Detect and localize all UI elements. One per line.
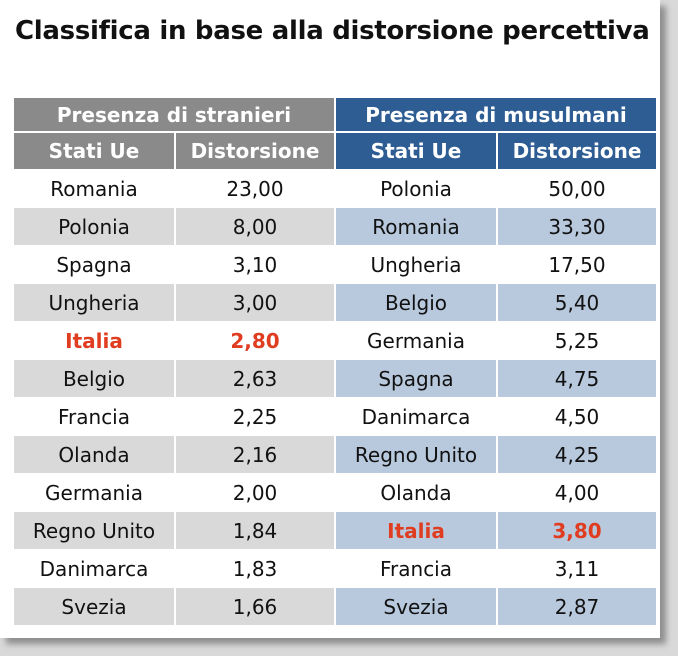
stranieri-country-cell: Danimarca <box>14 550 174 588</box>
column-header-distorsione-musulmani: Distorsione <box>498 133 656 170</box>
column-header-stati-stranieri: Stati Ue <box>14 133 174 170</box>
musulmani-country-cell: Romania <box>336 208 496 246</box>
musulmani-country-cell: Danimarca <box>336 398 496 436</box>
musulmani-distortion-cell: 4,00 <box>498 474 656 512</box>
stranieri-country-cell: Francia <box>14 398 174 436</box>
stranieri-country-cell: Regno Unito <box>14 512 174 550</box>
stranieri-distortion-cell: 1,66 <box>176 588 334 626</box>
musulmani-country-cell: Germania <box>336 322 496 360</box>
stranieri-distortion-cell: 3,10 <box>176 246 334 284</box>
musulmani-distortion-cell: 33,30 <box>498 208 656 246</box>
stranieri-distortion-cell: 8,00 <box>176 208 334 246</box>
musulmani-country-cell: Italia <box>336 512 496 550</box>
stranieri-distortion-cell: 1,84 <box>176 512 334 550</box>
musulmani-country-cell: Polonia <box>336 170 496 208</box>
stranieri-country-cell: Svezia <box>14 588 174 626</box>
group-header-musulmani: Presenza di musulmani <box>336 98 656 133</box>
stranieri-country-cell: Germania <box>14 474 174 512</box>
stranieri-country-cell: Romania <box>14 170 174 208</box>
stranieri-country-cell: Olanda <box>14 436 174 474</box>
stranieri-distortion-cell: 2,80 <box>176 322 334 360</box>
column-header-distorsione-stranieri: Distorsione <box>176 133 334 170</box>
stranieri-country-cell: Belgio <box>14 360 174 398</box>
musulmani-distortion-cell: 2,87 <box>498 588 656 626</box>
musulmani-distortion-cell: 4,75 <box>498 360 656 398</box>
stranieri-distortion-cell: 23,00 <box>176 170 334 208</box>
musulmani-distortion-cell: 4,25 <box>498 436 656 474</box>
musulmani-distortion-cell: 17,50 <box>498 246 656 284</box>
musulmani-country-cell: Svezia <box>336 588 496 626</box>
musulmani-distortion-cell: 3,80 <box>498 512 656 550</box>
musulmani-distortion-cell: 5,25 <box>498 322 656 360</box>
musulmani-country-cell: Francia <box>336 550 496 588</box>
column-header-stati-musulmani: Stati Ue <box>336 133 496 170</box>
chart-title: Classifica in base alla distorsione perc… <box>15 16 650 46</box>
stranieri-country-cell: Spagna <box>14 246 174 284</box>
stranieri-distortion-cell: 2,16 <box>176 436 334 474</box>
musulmani-country-cell: Regno Unito <box>336 436 496 474</box>
ranking-table: Presenza di stranieri Presenza di musulm… <box>14 98 656 626</box>
musulmani-country-cell: Spagna <box>336 360 496 398</box>
stranieri-distortion-cell: 2,63 <box>176 360 334 398</box>
stranieri-distortion-cell: 2,00 <box>176 474 334 512</box>
musulmani-country-cell: Belgio <box>336 284 496 322</box>
stranieri-country-cell: Ungheria <box>14 284 174 322</box>
musulmani-country-cell: Ungheria <box>336 246 496 284</box>
musulmani-distortion-cell: 4,50 <box>498 398 656 436</box>
group-header-stranieri: Presenza di stranieri <box>14 98 334 133</box>
stranieri-country-cell: Italia <box>14 322 174 360</box>
musulmani-distortion-cell: 3,11 <box>498 550 656 588</box>
musulmani-distortion-cell: 50,00 <box>498 170 656 208</box>
musulmani-distortion-cell: 5,40 <box>498 284 656 322</box>
musulmani-country-cell: Olanda <box>336 474 496 512</box>
stranieri-distortion-cell: 2,25 <box>176 398 334 436</box>
stranieri-distortion-cell: 3,00 <box>176 284 334 322</box>
stranieri-country-cell: Polonia <box>14 208 174 246</box>
stranieri-distortion-cell: 1,83 <box>176 550 334 588</box>
table-card: Classifica in base alla distorsione perc… <box>0 0 660 638</box>
